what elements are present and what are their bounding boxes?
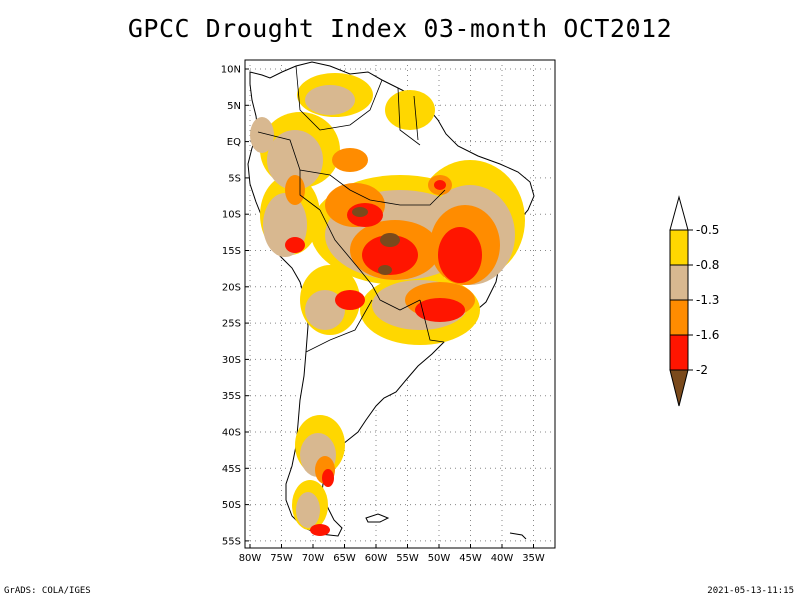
legend-label: -1.3 [696,293,719,307]
latitude-axis: 10N 5N EQ 5S 10S 15S 20S 25S 30S 35S 40S 45S 50S 55S [221,65,249,547]
lat-label: 15S [222,246,241,257]
lon-label: 50W [428,553,451,564]
legend-arrow-top [669,195,689,231]
legend-label: -0.5 [696,223,719,237]
south-georgia-island [509,532,527,540]
lat-label: 35S [222,391,241,402]
lon-label: 80W [239,553,262,564]
footer-credit: GrADS: COLA/IGES [4,586,91,596]
legend-swatch-orange [669,299,689,336]
lat-label: 25S [222,319,241,330]
lat-label: 10S [222,210,241,221]
legend-colorbar: -0.5 -0.8 -1.3 -1.6 -2 [669,195,719,407]
legend-label: -2 [696,363,708,377]
lon-label: 60W [365,553,388,564]
lat-label: 45S [222,464,241,475]
lat-label: 20S [222,282,241,293]
falkland-islands [365,513,390,523]
legend-label: -1.6 [696,328,719,342]
lat-label: 5N [227,101,241,112]
lon-label: 40W [491,553,514,564]
lat-label: 50S [222,500,241,511]
legend-arrow-bottom [669,369,689,407]
legend-swatch-tan [669,264,689,301]
map-title: GPCC Drought Index 03-month OCT2012 [127,14,673,43]
lat-label: EQ [227,137,241,148]
lon-label: 65W [333,553,356,564]
lon-label: 55W [396,553,419,564]
lon-label: 45W [459,553,482,564]
lat-label: 10N [221,65,241,76]
legend-label: -0.8 [696,258,719,272]
longitude-axis: 80W 75W 70W 65W 60W 55W 50W 45W 40W 35W [239,544,545,564]
lon-label: 75W [270,553,293,564]
lat-label: 40S [222,428,241,439]
drought-shading [247,61,535,537]
lat-label: 5S [228,173,241,184]
footer-timestamp: 2021-05-13-11:15 [707,586,794,596]
lon-label: 70W [302,553,325,564]
lat-label: 30S [222,355,241,366]
legend-swatch-red [669,334,689,371]
legend-swatch-yellow [669,229,689,266]
lat-label: 55S [222,536,241,547]
lon-label: 35W [522,553,545,564]
